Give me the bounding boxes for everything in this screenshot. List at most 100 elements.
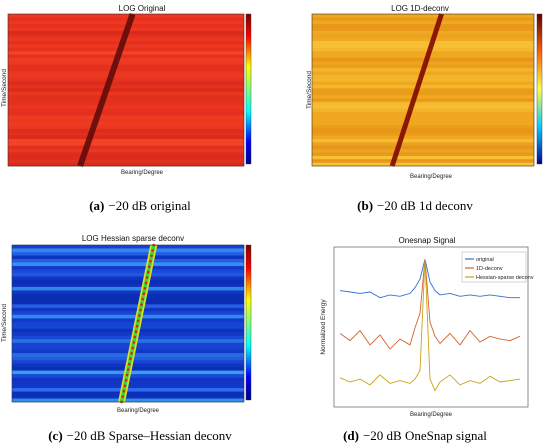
heatmap-b-stripe: [312, 95, 534, 99]
heatmap-c-track-dot: [143, 287, 147, 290]
colorbar-b: [536, 13, 543, 165]
heatmap-b-stripe: [312, 138, 534, 143]
colorbar-c: [245, 244, 252, 401]
heatmap-b-stripe: [312, 91, 534, 96]
heatmap-b-stripe: [312, 27, 534, 32]
heatmap-b-stripe: [312, 101, 534, 106]
heatmap-c-stripe: [12, 311, 244, 316]
panel-c-title: LOG Hessian sparse deconv: [82, 234, 184, 243]
heatmap-c-stripe: [12, 307, 244, 312]
heatmap-a-stripe: [8, 122, 244, 126]
heatmap-c-stripe: [12, 286, 244, 291]
heatmap-a-stripe: [8, 118, 244, 123]
heatmap-c-track-dot: [124, 379, 128, 382]
heatmap-b: [311, 13, 535, 167]
heatmap-a-stripe: [8, 132, 244, 136]
panel-d-title: Onesnap Signal: [399, 236, 456, 245]
heatmap-b-stripe: [312, 84, 534, 89]
heatmap-b-stripe: [312, 30, 534, 35]
heatmap-c-track-dot: [123, 384, 127, 388]
heatmap-c-stripe: [12, 293, 244, 298]
heatmap-a-stripe: [8, 41, 244, 45]
heatmap-b-stripe: [312, 145, 534, 150]
heatmap-b-stripe: [312, 111, 534, 116]
heatmap-a-stripe: [8, 88, 244, 92]
heatmap-b-stripe: [312, 122, 534, 126]
heatmap-c-stripe: [12, 304, 244, 309]
heatmap-b-stripe: [312, 81, 534, 86]
heatmap-c-stripe: [12, 318, 244, 323]
heatmap-c-stripe: [12, 328, 244, 333]
heatmap-c-frame: [11, 244, 245, 403]
heatmap-c-track-dot: [141, 297, 144, 301]
heatmap-b-stripe: [312, 115, 534, 120]
heatmap-c-track-dot: [128, 362, 131, 366]
heatmap-b-stripe: [312, 34, 534, 38]
heatmap-b-stripe: [312, 37, 534, 42]
heatmap-a-stripe: [8, 91, 244, 96]
heatmap-a-stripe: [8, 84, 244, 89]
heatmap-c-stripe: [12, 265, 244, 270]
heatmap-c-stripe: [12, 269, 244, 274]
heatmap-c-track-dot: [136, 319, 140, 323]
heatmap-b-stripe: [312, 118, 534, 123]
panel-b: LOG 1D-deconv Bearing/Degree Time/Second…: [306, 4, 543, 213]
heatmap-b-stripe: [312, 135, 534, 140]
heatmap-b-stripe: [312, 78, 534, 82]
heatmap-b-stripe: [312, 98, 534, 103]
heatmap-a-stripe: [8, 47, 244, 52]
heatmap-b-stripe: [312, 88, 534, 92]
heatmap-b-stripe: [312, 57, 534, 62]
heatmap-b-stripe: [312, 125, 534, 130]
heatmap-b-stripe: [312, 132, 534, 136]
heatmap-c-track-dot: [121, 395, 124, 398]
heatmap-b-stripe: [312, 24, 534, 28]
heatmap-c-stripe: [12, 245, 244, 249]
heatmap-a-stripe: [8, 125, 244, 130]
heatmap-c-track-dot: [133, 335, 137, 339]
heatmap-a-stripe: [8, 54, 244, 59]
heatmap-c-stripe: [12, 283, 244, 288]
heatmap-b-stripe: [312, 159, 534, 163]
heatmap-c-stripe: [12, 335, 244, 340]
heatmap-a-stripe: [8, 138, 244, 143]
heatmap-b-frame: [311, 13, 535, 167]
caption-b: (b) −20 dB 1d deconv: [357, 198, 473, 213]
panel-a-xlabel: Bearing/Degree: [121, 170, 164, 176]
heatmap-b-stripe: [312, 51, 534, 55]
heatmap-c-track-dot: [132, 341, 136, 344]
heatmap-c-track-dot: [151, 249, 154, 252]
heatmap-b-stripe: [312, 162, 534, 167]
heatmap-a-stripe: [8, 111, 244, 116]
panel-d-xlabel: Bearing/Degree: [410, 412, 453, 418]
heatmap-c: [11, 243, 245, 404]
heatmap-a-stripe: [8, 149, 244, 153]
panel-b-ylabel: Time/Second: [306, 71, 313, 109]
legend-label: 1D-deconv: [476, 266, 503, 272]
series-line-1d-deconv: [339, 259, 521, 350]
heatmap-a-stripe: [8, 78, 244, 82]
series-line-hessian-sparse-deconv: [339, 259, 521, 392]
heatmap-b-stripe: [312, 155, 534, 160]
panel-a: LOG Original Bearing/Degree Time/Second …: [1, 4, 252, 213]
heatmap-c-stripe: [12, 258, 244, 263]
heatmap-b-stripe: [312, 142, 534, 147]
heatmap-a-stripe: [8, 135, 244, 140]
line-plot-d: [339, 258, 521, 392]
heatmap-c-stripe: [12, 276, 244, 281]
legend-label: Hessian-sparse deconv: [476, 275, 534, 281]
panel-c-ylabel: Time/Second: [1, 304, 8, 342]
heatmap-c-track-dot: [145, 276, 149, 279]
heatmap-b-stripe: [312, 149, 534, 153]
heatmap-b-stripe: [312, 54, 534, 59]
heatmap-a-stripe: [8, 68, 244, 72]
heatmap-c-stripe: [12, 332, 244, 337]
heatmap-a-stripe: [8, 14, 244, 18]
heatmap-a-stripe: [8, 128, 244, 133]
heatmap-c-stripe: [12, 388, 244, 392]
heatmap-a-stripe: [8, 142, 244, 147]
heatmap-a-stripe: [8, 57, 244, 62]
heatmap-c-track-dot: [140, 303, 143, 306]
heatmap-c-stripe: [12, 272, 244, 277]
